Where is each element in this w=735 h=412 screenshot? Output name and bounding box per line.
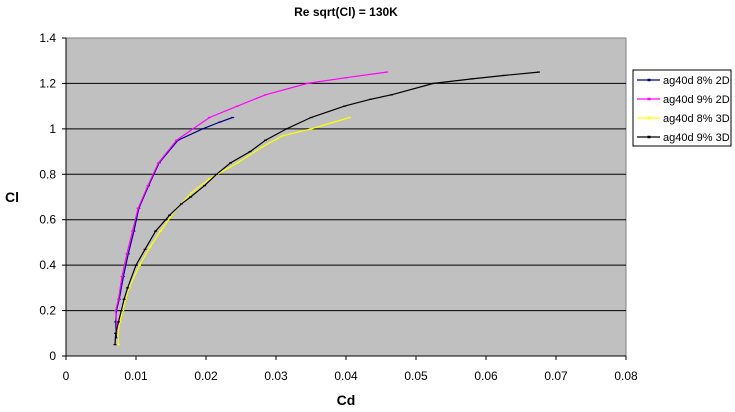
x-tick-label: 0.06 bbox=[474, 369, 498, 383]
series-line bbox=[115, 71, 387, 334]
y-tick-label: 0.8 bbox=[39, 167, 56, 181]
legend-item: ag40d 8% 2D bbox=[637, 75, 730, 87]
grid-lines bbox=[66, 82, 626, 312]
y-tick-label: 1 bbox=[49, 122, 56, 136]
legend-item: ag40d 9% 2D bbox=[637, 94, 730, 106]
y-axis: 0 0.2 0.4 0.6 0.8 1 1.2 1.4 bbox=[39, 31, 67, 363]
x-tick-label: 0.02 bbox=[194, 369, 218, 383]
x-tick-label: 0.03 bbox=[264, 369, 288, 383]
y-tick-label: 0.4 bbox=[39, 258, 56, 272]
legend bbox=[632, 69, 732, 147]
plot-area bbox=[65, 37, 627, 357]
x-tick-label: 0.01 bbox=[124, 369, 148, 383]
x-tick-label: 0 bbox=[63, 369, 70, 383]
x-tick-label: 0.07 bbox=[544, 369, 568, 383]
legend-items: ag40d 8% 2D ag40d 9% 2D ag40d 8% 3D ag40d 9… bbox=[637, 75, 730, 144]
y-tick-label: 0.2 bbox=[39, 304, 56, 318]
y-tick-label: 0 bbox=[49, 349, 56, 363]
x-tick-label: 0.08 bbox=[614, 369, 638, 383]
legend-label: ag40d 9% 3D bbox=[663, 132, 730, 144]
x-tick-label: 0.04 bbox=[334, 369, 358, 383]
series-line bbox=[115, 116, 233, 338]
series-line bbox=[114, 71, 539, 345]
legend-item: ag40d 9% 3D bbox=[637, 132, 730, 144]
x-axis: 0 0.01 0.02 0.03 0.04 0.05 0.06 0.07 0.08 bbox=[63, 355, 638, 383]
legend-label: ag40d 8% 3D bbox=[663, 113, 730, 125]
y-tick-label: 1.4 bbox=[39, 31, 56, 45]
legend-item: ag40d 8% 3D bbox=[637, 113, 730, 125]
chart-title: Re sqrt(Cl) = 130K bbox=[294, 5, 398, 19]
x-axis-label: Cd bbox=[337, 392, 356, 408]
legend-label: ag40d 8% 2D bbox=[663, 75, 730, 87]
y-tick-label: 1.2 bbox=[39, 76, 56, 90]
series-layer bbox=[113, 71, 540, 346]
x-tick-label: 0.05 bbox=[404, 369, 428, 383]
legend-label: ag40d 9% 2D bbox=[663, 94, 730, 106]
series-4 bbox=[113, 71, 540, 346]
y-axis-label: Cl bbox=[5, 189, 19, 205]
y-tick-label: 0.6 bbox=[39, 213, 56, 227]
